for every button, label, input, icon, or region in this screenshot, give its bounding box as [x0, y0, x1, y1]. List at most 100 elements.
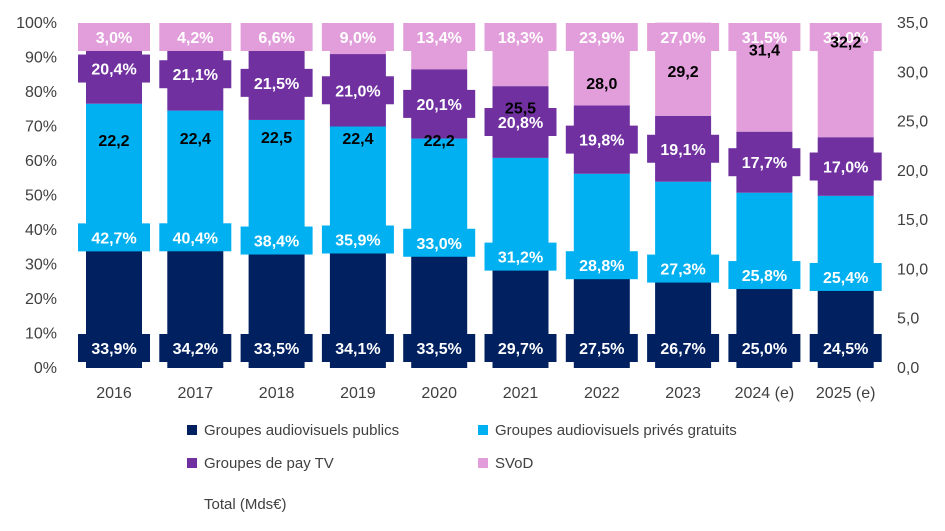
- data-label-box: [484, 334, 557, 362]
- data-label: 13,4%: [417, 30, 462, 47]
- data-label-box: [484, 23, 557, 51]
- total-label: 29,2: [668, 64, 699, 81]
- data-label: 18,3%: [498, 30, 543, 47]
- total-label: 22,2: [424, 133, 455, 150]
- data-label-box: [484, 108, 557, 137]
- x-axis-tick-label: 2024 (e): [735, 385, 795, 402]
- legend-label: Groupes audiovisuels publics: [204, 422, 399, 439]
- x-axis-tick-label: 2019: [340, 385, 376, 402]
- legend-swatch: [187, 458, 197, 468]
- data-label-box: [647, 334, 720, 362]
- data-label-box: [159, 60, 232, 89]
- data-label: 28,8%: [579, 258, 624, 275]
- total-label: 28,0: [586, 76, 617, 93]
- data-label: 20,1%: [417, 97, 462, 114]
- data-label: 40,4%: [173, 230, 218, 247]
- data-label: 33,0%: [823, 30, 868, 47]
- data-label: 35,9%: [335, 232, 380, 249]
- data-label: 38,4%: [254, 234, 299, 251]
- y-left-tick-label: 100%: [16, 15, 57, 32]
- y-left-tick-label: 70%: [25, 119, 57, 136]
- data-label: 33,9%: [91, 341, 136, 358]
- data-label-box: [565, 251, 638, 280]
- total-label: 32,2: [830, 35, 861, 52]
- data-label-box: [321, 23, 394, 51]
- data-label: 6,6%: [258, 30, 294, 47]
- total-label: 22,5: [261, 130, 292, 147]
- data-label-box: [809, 23, 882, 51]
- y-right-tick-label: 5,0: [897, 311, 919, 328]
- y-right-tick-label: 10,0: [897, 261, 928, 278]
- data-label-box: [78, 54, 150, 83]
- data-label: 17,0%: [823, 160, 868, 177]
- x-axis-tick-label: 2017: [178, 385, 214, 402]
- y-left-tick-label: 20%: [25, 291, 57, 308]
- total-label: 25,5: [505, 101, 536, 118]
- y-right-tick-label: 0,0: [897, 360, 919, 377]
- y-right-tick-label: 35,0: [897, 15, 928, 32]
- legend-label: SVoD: [495, 455, 534, 472]
- data-label-box: [809, 334, 882, 362]
- data-label-box: [240, 68, 313, 97]
- data-label: 33,0%: [417, 236, 462, 253]
- data-label-box: [809, 152, 882, 181]
- y-right-tick-label: 30,0: [897, 64, 928, 81]
- y-left-tick-label: 80%: [25, 84, 57, 101]
- y-left-tick-label: 0%: [34, 360, 57, 377]
- data-label: 33,5%: [254, 341, 299, 358]
- legend-label-total: Total (Mds€): [204, 496, 287, 513]
- data-label: 21,1%: [173, 67, 218, 84]
- data-label-box: [565, 23, 638, 51]
- y-right-tick-label: 25,0: [897, 114, 928, 131]
- legend-label: Groupes audiovisuels privés gratuits: [495, 422, 737, 439]
- data-label: 21,0%: [335, 83, 380, 100]
- data-label-box: [159, 23, 232, 51]
- data-label: 19,1%: [660, 142, 705, 159]
- x-axis-tick-label: 2020: [421, 385, 457, 402]
- data-label: 29,7%: [498, 341, 543, 358]
- data-label: 9,0%: [340, 30, 376, 47]
- data-label: 34,2%: [173, 341, 218, 358]
- data-label: 23,9%: [579, 30, 624, 47]
- data-label: 27,3%: [660, 262, 705, 279]
- data-label: 27,5%: [579, 341, 624, 358]
- y-left-tick-label: 30%: [25, 257, 57, 274]
- total-label: 22,2: [98, 133, 129, 150]
- legend-label: Groupes de pay TV: [204, 455, 334, 472]
- data-label: 20,4%: [91, 62, 136, 79]
- y-left-tick-label: 40%: [25, 222, 57, 239]
- data-label-box: [565, 125, 638, 154]
- total-label: 22,4: [180, 131, 211, 148]
- data-label-box: [728, 23, 801, 51]
- data-label-box: [78, 223, 150, 252]
- data-label: 27,0%: [660, 30, 705, 47]
- y-left-tick-label: 90%: [25, 50, 57, 67]
- data-label-box: [484, 242, 557, 271]
- data-label-box: [321, 76, 394, 105]
- x-axis-tick-label: 2016: [96, 385, 132, 402]
- data-label-box: [240, 23, 313, 51]
- data-label: 42,7%: [91, 230, 136, 247]
- data-label-box: [647, 134, 720, 163]
- data-label: 3,0%: [96, 30, 132, 47]
- legend-swatch: [478, 458, 488, 468]
- data-label: 25,8%: [742, 268, 787, 285]
- y-right-tick-label: 15,0: [897, 212, 928, 229]
- data-label-box: [159, 223, 232, 252]
- total-label: 22,4: [342, 131, 373, 148]
- data-label-box: [647, 254, 720, 283]
- data-label: 4,2%: [177, 30, 213, 47]
- y-left-tick-label: 10%: [25, 326, 57, 343]
- data-label-box: [809, 262, 882, 291]
- data-label-box: [321, 334, 394, 362]
- x-axis-tick-label: 2025 (e): [816, 385, 876, 402]
- x-axis-tick-label: 2022: [584, 385, 620, 402]
- data-label: 24,5%: [823, 341, 868, 358]
- data-label-box: [78, 23, 150, 51]
- data-label-box: [78, 334, 150, 362]
- data-label: 31,2%: [498, 250, 543, 267]
- data-label-box: [321, 225, 394, 254]
- y-left-tick-label: 50%: [25, 188, 57, 205]
